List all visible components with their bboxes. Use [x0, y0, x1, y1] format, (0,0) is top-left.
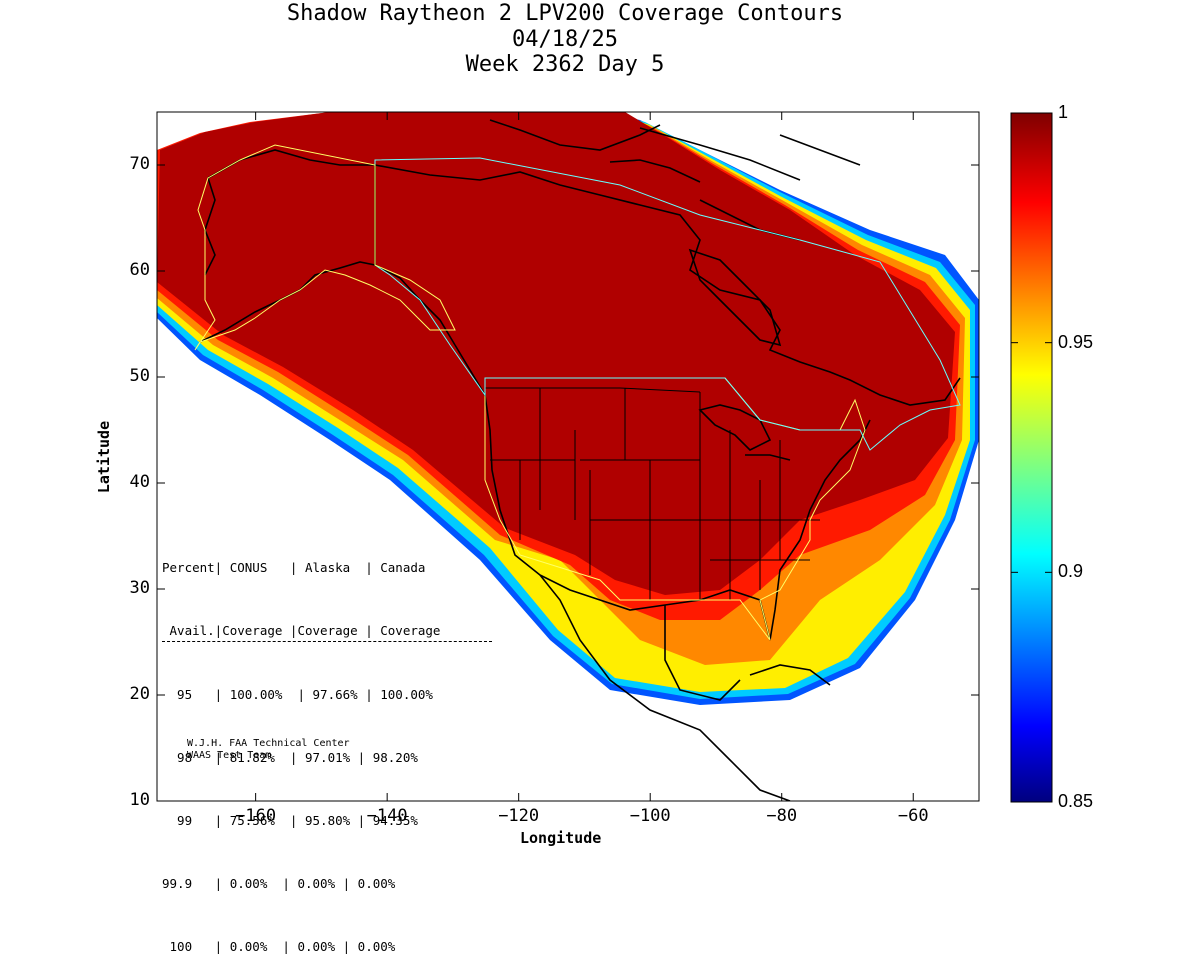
table-row: 98 | 81.82% | 97.01% | 98.20% [162, 750, 418, 765]
cuba [749, 664, 831, 686]
credit-line-2: WAAS Test Team [187, 750, 272, 761]
state-borders [485, 387, 820, 600]
axis-ticks [157, 112, 979, 802]
chart-title-line-1: Shadow Raytheon 2 LPV200 Coverage Contou… [286, 1, 844, 26]
y-tick-label: 50 [129, 366, 150, 386]
y-tick-label: 20 [129, 684, 150, 704]
table-row: 100 | 0.00% | 0.00% | 0.00% [162, 939, 396, 954]
hudson-bay [688, 248, 782, 347]
arctic-islands [489, 119, 861, 241]
alaska-service-volume [194, 144, 456, 351]
x-tick-label: −160 [235, 806, 277, 826]
chart-title-line-3: Week 2362 Day 5 [465, 52, 665, 77]
y-tick-label: 10 [129, 790, 150, 810]
coverage-contours [157, 112, 979, 705]
colorbar-tick-label: 0.85 [1058, 791, 1094, 811]
y-tick-label: 60 [129, 260, 150, 280]
x-axis-label: Longitude [520, 829, 602, 847]
mexico-coast [539, 574, 791, 801]
x-tick-label: −120 [498, 806, 540, 826]
great-lakes [698, 404, 791, 461]
credit-line-1: W.J.H. FAA Technical Center [187, 738, 350, 749]
y-tick-label: 40 [129, 472, 150, 492]
chart-title-line-2: 04/18/25 [512, 27, 618, 52]
y-tick-label: 70 [129, 154, 150, 174]
us-west-coast [454, 344, 541, 576]
y-axis-label: Latitude [95, 420, 114, 494]
colorbar [1010, 112, 1053, 803]
colorbar-ticks [1011, 112, 1052, 803]
table-header-2: Avail.|Coverage |Coverage | Coverage [162, 620, 492, 642]
table-row: 99 | 75.56% | 95.80% | 94.35% [162, 813, 418, 828]
service-region-outlines [194, 144, 961, 641]
x-tick-label: −80 [766, 806, 798, 826]
x-tick-label: −60 [897, 806, 929, 826]
table-row: 95 | 100.00% | 97.66% | 100.00% [162, 687, 433, 702]
colorbar-tick-label: 0.95 [1058, 331, 1094, 352]
coverage-map [156, 111, 1053, 803]
coverage-band-dark-red [157, 112, 955, 595]
colorbar-tick-label: 1 [1058, 102, 1069, 122]
y-tick-label: 30 [129, 578, 150, 598]
table-header-1: Percent| CONUS | Alaska | Canada [162, 560, 426, 575]
colorbar-tick-label: 0.9 [1058, 561, 1084, 582]
x-tick-label: −100 [629, 806, 671, 826]
table-row: 99.9 | 0.00% | 0.00% | 0.00% [162, 876, 396, 891]
plot-frame [156, 111, 980, 802]
canada-north-coast [374, 164, 961, 406]
x-tick-label: −140 [366, 806, 408, 826]
